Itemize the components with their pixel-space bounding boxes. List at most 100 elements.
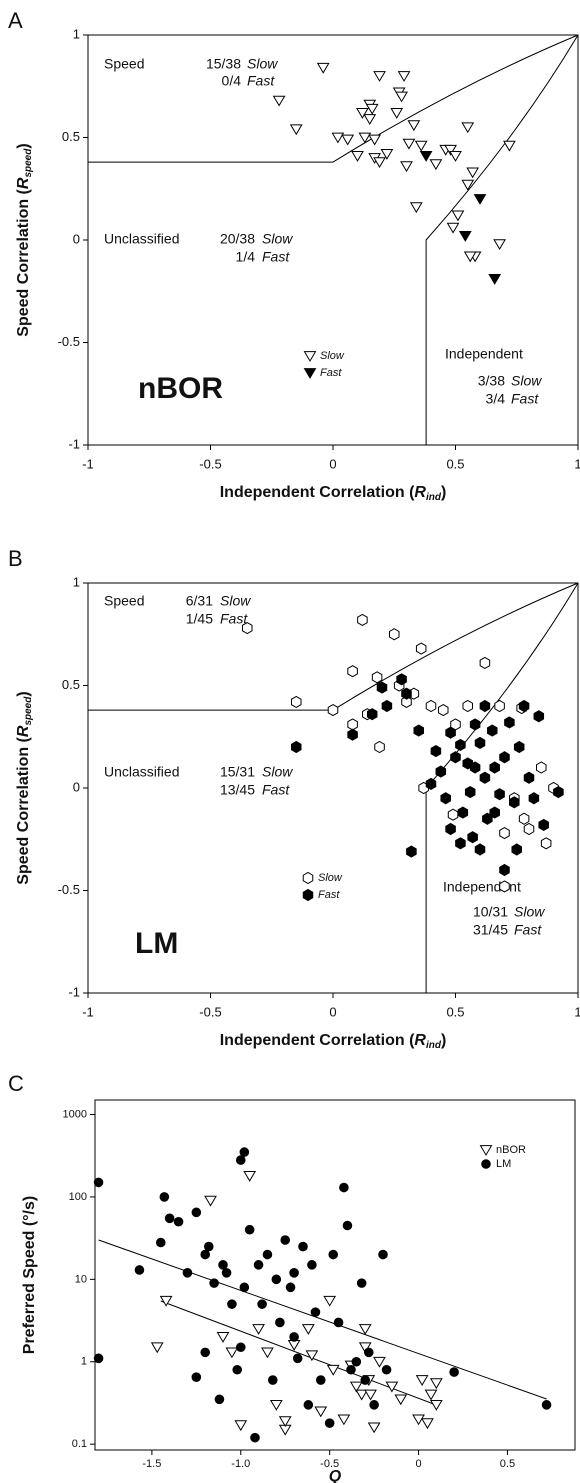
point bbox=[479, 771, 491, 784]
point bbox=[214, 1394, 225, 1405]
y-tick-label: 100 bbox=[69, 1191, 87, 1203]
point bbox=[373, 1356, 386, 1368]
point bbox=[474, 843, 486, 856]
group-count: 15/31 bbox=[220, 764, 255, 780]
x-tick-label: 1 bbox=[574, 456, 580, 471]
point bbox=[390, 108, 404, 119]
point bbox=[218, 1260, 228, 1270]
point bbox=[447, 808, 459, 821]
point bbox=[493, 239, 506, 251]
point bbox=[412, 1414, 425, 1426]
dataset-label: nBOR bbox=[138, 372, 223, 405]
point bbox=[358, 1342, 372, 1354]
point bbox=[287, 1340, 301, 1351]
point bbox=[413, 724, 425, 737]
point bbox=[535, 761, 547, 774]
y-tick-label: 1 bbox=[73, 574, 80, 589]
y-axis-label-var: R bbox=[15, 177, 32, 189]
point bbox=[289, 124, 303, 136]
y-tick-label: 10 bbox=[75, 1273, 87, 1285]
point bbox=[523, 771, 535, 784]
point bbox=[457, 806, 469, 819]
point bbox=[445, 726, 456, 739]
x-tick-label: 0.5 bbox=[500, 1458, 515, 1470]
point bbox=[461, 122, 475, 134]
point bbox=[316, 62, 330, 74]
y-tick-label: 0.1 bbox=[72, 1438, 87, 1450]
point bbox=[272, 95, 286, 107]
x-tick-label: -1.0 bbox=[231, 1458, 250, 1470]
legend-marker bbox=[479, 1145, 493, 1156]
panel-letter: B bbox=[8, 546, 23, 571]
point bbox=[509, 796, 520, 809]
legend-label: LM bbox=[496, 1158, 511, 1170]
y-axis-label-text: Speed Correlation ( bbox=[15, 188, 32, 336]
x-tick-label: 0.5 bbox=[446, 1004, 464, 1019]
group-count: 3/4 bbox=[486, 391, 506, 407]
point bbox=[518, 812, 530, 825]
point bbox=[409, 202, 423, 214]
group-series-name: Fast bbox=[220, 611, 248, 627]
point bbox=[489, 761, 500, 774]
x-axis-label-sub: ind bbox=[426, 1040, 442, 1051]
point bbox=[150, 1342, 164, 1354]
group-count: 0/4 bbox=[222, 73, 242, 89]
point bbox=[356, 108, 369, 119]
point bbox=[342, 1220, 353, 1231]
group-count: 15/38 bbox=[206, 56, 241, 72]
group-count: 1/4 bbox=[236, 249, 256, 265]
point bbox=[328, 1249, 339, 1260]
point bbox=[397, 71, 411, 82]
group-label: Unclassified bbox=[104, 231, 179, 247]
point bbox=[341, 134, 355, 146]
point bbox=[455, 837, 466, 850]
point bbox=[421, 1418, 434, 1430]
point bbox=[381, 699, 393, 713]
point bbox=[429, 1399, 443, 1411]
point bbox=[303, 1400, 314, 1410]
point bbox=[388, 628, 400, 641]
point bbox=[395, 91, 408, 103]
y-axis-label-close: ) bbox=[15, 691, 32, 696]
point bbox=[553, 786, 564, 799]
point bbox=[504, 716, 515, 729]
point bbox=[216, 1332, 230, 1343]
point bbox=[479, 656, 491, 670]
y-tick-label: 0 bbox=[73, 779, 80, 794]
point bbox=[191, 1207, 202, 1218]
point bbox=[364, 1389, 377, 1401]
group-series-name: Fast bbox=[262, 249, 290, 265]
point bbox=[499, 827, 510, 840]
group-series-name: Slow bbox=[220, 593, 251, 609]
point bbox=[326, 1364, 340, 1376]
x-tick-label: 0 bbox=[329, 1004, 336, 1019]
point bbox=[368, 134, 382, 146]
point bbox=[462, 699, 474, 713]
point bbox=[486, 724, 498, 737]
point bbox=[227, 1299, 237, 1309]
point bbox=[203, 1241, 214, 1252]
point bbox=[446, 222, 460, 234]
point bbox=[134, 1265, 145, 1275]
x-tick-label: 0.5 bbox=[446, 456, 464, 471]
point bbox=[337, 1414, 351, 1426]
independent-boundary bbox=[425, 34, 579, 445]
x-axis-label: Independent Correlation (Rind) bbox=[220, 1032, 447, 1050]
x-axis-label: Q bbox=[329, 1468, 342, 1483]
point bbox=[339, 1182, 349, 1193]
point bbox=[540, 837, 552, 850]
point bbox=[346, 1364, 356, 1375]
point bbox=[269, 1399, 283, 1411]
group-series-name: Fast bbox=[262, 782, 290, 798]
point bbox=[292, 1353, 303, 1364]
point bbox=[499, 880, 510, 893]
point bbox=[374, 740, 385, 754]
group-series-name: Fast bbox=[247, 73, 275, 89]
point bbox=[221, 1268, 232, 1278]
group-count: 20/38 bbox=[220, 231, 255, 247]
y-tick-label: -1 bbox=[68, 436, 80, 451]
x-axis-label-var: R bbox=[414, 484, 426, 501]
point bbox=[373, 71, 386, 82]
point bbox=[257, 1299, 267, 1309]
point bbox=[235, 1155, 246, 1165]
